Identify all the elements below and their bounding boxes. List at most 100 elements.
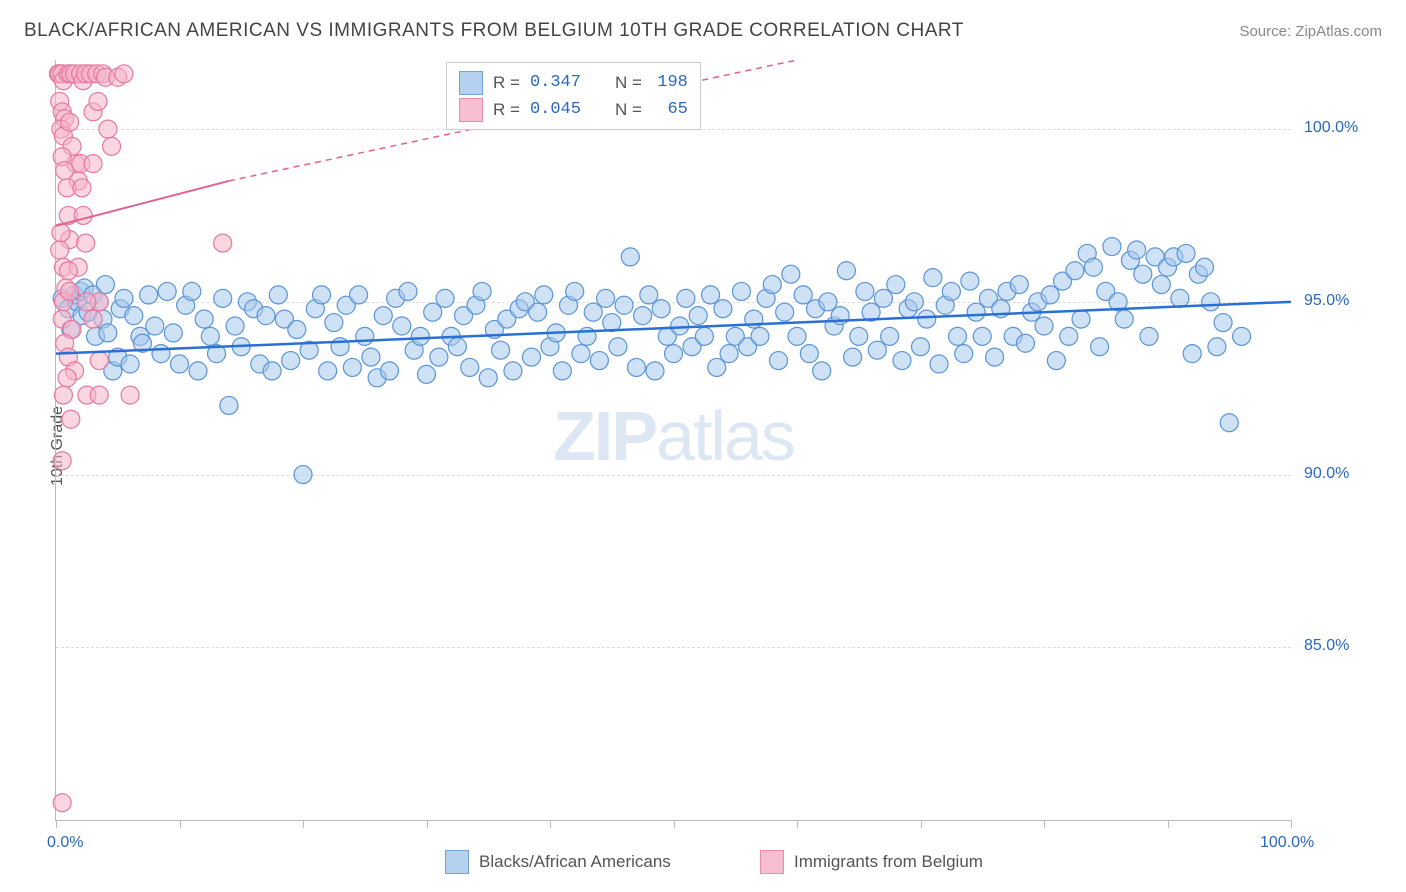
data-point <box>90 386 108 404</box>
data-point <box>1177 244 1195 262</box>
legend-r-label: R = <box>493 69 520 96</box>
data-point <box>282 352 300 370</box>
data-point <box>708 358 726 376</box>
x-tick <box>427 820 428 828</box>
data-point <box>325 314 343 332</box>
data-point <box>615 296 633 314</box>
data-point <box>89 92 107 110</box>
data-point <box>492 341 510 359</box>
x-tick <box>921 820 922 828</box>
legend-series-label: Blacks/African Americans <box>479 852 671 872</box>
data-point <box>1047 352 1065 370</box>
data-point <box>78 293 96 311</box>
x-tick <box>56 820 57 828</box>
data-point <box>597 289 615 307</box>
data-point <box>183 282 201 300</box>
data-point <box>1134 265 1152 283</box>
data-point <box>1084 258 1102 276</box>
data-point <box>1171 289 1189 307</box>
data-point <box>677 289 695 307</box>
data-point <box>1233 327 1251 345</box>
data-point <box>1183 345 1201 363</box>
data-point <box>62 410 80 428</box>
data-point <box>374 307 392 325</box>
data-point <box>1214 314 1232 332</box>
data-point <box>418 365 436 383</box>
data-point <box>288 320 306 338</box>
legend-swatch <box>760 850 784 874</box>
legend-n-label: N = <box>615 96 642 123</box>
data-point <box>90 352 108 370</box>
legend-r-value: 0.347 <box>530 69 581 96</box>
data-point <box>844 348 862 366</box>
data-point <box>1128 241 1146 259</box>
data-point <box>695 327 713 345</box>
data-point <box>961 272 979 290</box>
data-point <box>1103 238 1121 256</box>
plot-area: ZIPatlas R =0.347N =198R =0.045N =65 <box>55 60 1291 821</box>
data-point <box>479 369 497 387</box>
data-point <box>99 324 117 342</box>
legend-bottom-series-1: Blacks/African Americans <box>445 850 671 874</box>
data-point <box>263 362 281 380</box>
data-point <box>609 338 627 356</box>
data-point <box>189 362 207 380</box>
data-point <box>1016 334 1034 352</box>
data-point <box>918 310 936 328</box>
data-point <box>967 303 985 321</box>
data-point <box>881 327 899 345</box>
data-point <box>788 327 806 345</box>
data-point <box>1140 327 1158 345</box>
data-point <box>103 137 121 155</box>
data-point <box>436 289 454 307</box>
data-point <box>634 307 652 325</box>
data-point <box>125 307 143 325</box>
data-point <box>214 289 232 307</box>
data-point <box>535 286 553 304</box>
data-point <box>362 348 380 366</box>
data-point <box>714 300 732 318</box>
data-point <box>1060 327 1078 345</box>
data-point <box>887 276 905 294</box>
data-point <box>473 282 491 300</box>
data-point <box>720 345 738 363</box>
data-point <box>77 234 95 252</box>
data-point <box>430 348 448 366</box>
data-point <box>868 341 886 359</box>
x-tick <box>1044 820 1045 828</box>
data-point <box>590 352 608 370</box>
data-point <box>74 206 92 224</box>
data-point <box>794 286 812 304</box>
data-point <box>195 310 213 328</box>
data-point <box>399 282 417 300</box>
data-point <box>350 286 368 304</box>
data-point <box>1091 338 1109 356</box>
x-tick-label: 0.0% <box>47 834 83 852</box>
data-point <box>115 289 133 307</box>
data-point <box>652 300 670 318</box>
data-point <box>776 303 794 321</box>
data-point <box>782 265 800 283</box>
data-point <box>640 286 658 304</box>
y-tick-label: 100.0% <box>1304 119 1358 137</box>
data-point <box>1220 414 1238 432</box>
data-point <box>665 345 683 363</box>
data-point <box>813 362 831 380</box>
data-point <box>51 241 69 259</box>
data-point <box>850 327 868 345</box>
legend-r-label: R = <box>493 96 520 123</box>
data-point <box>769 352 787 370</box>
data-point <box>874 289 892 307</box>
source-label: Source: ZipAtlas.com <box>1239 23 1382 40</box>
data-point <box>53 794 71 812</box>
data-point <box>973 327 991 345</box>
legend-r-value: 0.045 <box>530 96 581 123</box>
data-point <box>572 345 590 363</box>
legend-n-label: N = <box>615 69 642 96</box>
data-point <box>949 327 967 345</box>
data-point <box>313 286 331 304</box>
data-point <box>942 282 960 300</box>
data-point <box>201 327 219 345</box>
data-point <box>56 162 74 180</box>
data-point <box>986 348 1004 366</box>
